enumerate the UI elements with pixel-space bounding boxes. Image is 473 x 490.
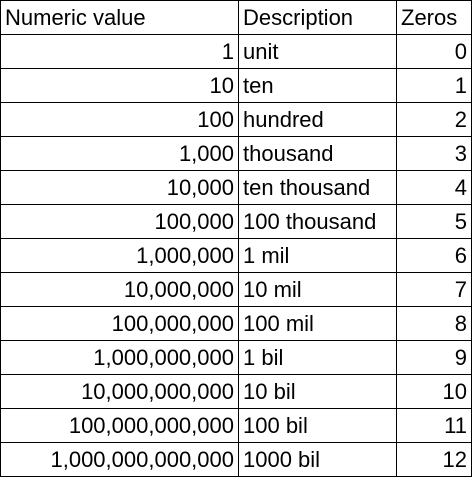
table-row: 100,000 100 thousand 5 — [0, 204, 472, 239]
table-row: 1,000,000 1 mil 6 — [0, 238, 472, 273]
table-row: 1,000,000,000,000 1000 bil 12 — [0, 442, 472, 477]
description-cell: hundred — [238, 102, 397, 137]
zeros-cell: 3 — [396, 136, 472, 171]
zeros-cell: 6 — [396, 238, 472, 273]
description-cell: 1 bil — [238, 340, 397, 375]
zeros-cell: 4 — [396, 170, 472, 205]
zeros-cell: 8 — [396, 306, 472, 341]
header-zeros: Zeros — [396, 0, 472, 35]
table-row: 100 hundred 2 — [0, 102, 472, 137]
numeric-value-cell: 1,000 — [0, 136, 239, 171]
numeric-value-cell: 10,000,000 — [0, 272, 239, 307]
table-row: 1 unit 0 — [0, 34, 472, 69]
description-cell: 1000 bil — [238, 442, 397, 477]
description-cell: 10 bil — [238, 374, 397, 409]
numeric-value-cell: 1,000,000,000,000 — [0, 442, 239, 477]
description-cell: 100 mil — [238, 306, 397, 341]
numeric-value-cell: 1 — [0, 34, 239, 69]
description-cell: 10 mil — [238, 272, 397, 307]
description-cell: thousand — [238, 136, 397, 171]
zeros-cell: 2 — [396, 102, 472, 137]
description-cell: ten — [238, 68, 397, 103]
numeric-value-cell: 100 — [0, 102, 239, 137]
numeric-value-cell: 1,000,000,000 — [0, 340, 239, 375]
zeros-cell: 9 — [396, 340, 472, 375]
table-row: 10,000 ten thousand 4 — [0, 170, 472, 205]
description-cell: 1 mil — [238, 238, 397, 273]
table-header: Numeric value Description Zeros — [0, 0, 472, 35]
description-cell: 100 bil — [238, 408, 397, 443]
table-row: 1,000,000,000 1 bil 9 — [0, 340, 472, 375]
description-cell: ten thousand — [238, 170, 397, 205]
table-row: 10,000,000 10 mil 7 — [0, 272, 472, 307]
zeros-cell: 7 — [396, 272, 472, 307]
description-cell: unit — [238, 34, 397, 69]
zeros-cell: 11 — [396, 408, 472, 443]
zeros-cell: 10 — [396, 374, 472, 409]
numeric-value-cell: 10,000,000,000 — [0, 374, 239, 409]
powers-of-ten-table: Numeric value Description Zeros 1 unit 0 10… — [0, 0, 472, 477]
table-row: 100,000,000,000 100 bil 11 — [0, 408, 472, 443]
numeric-value-cell: 100,000,000 — [0, 306, 239, 341]
numeric-value-cell: 10,000 — [0, 170, 239, 205]
numeric-value-cell: 10 — [0, 68, 239, 103]
numeric-value-cell: 100,000 — [0, 204, 239, 239]
numeric-value-cell: 1,000,000 — [0, 238, 239, 273]
zeros-cell: 12 — [396, 442, 472, 477]
table-body: 1 unit 0 10 ten 1 100 hundred 2 1,000 thousand 3 10,… — [0, 34, 472, 477]
table-row: 10,000,000,000 10 bil 10 — [0, 374, 472, 409]
zeros-cell: 1 — [396, 68, 472, 103]
header-description: Description — [238, 0, 397, 35]
zeros-cell: 5 — [396, 204, 472, 239]
table-row: 10 ten 1 — [0, 68, 472, 103]
numeric-value-cell: 100,000,000,000 — [0, 408, 239, 443]
table-row: 100,000,000 100 mil 8 — [0, 306, 472, 341]
header-numeric-value: Numeric value — [0, 0, 239, 35]
zeros-cell: 0 — [396, 34, 472, 69]
header-row: Numeric value Description Zeros — [0, 0, 472, 35]
table-row: 1,000 thousand 3 — [0, 136, 472, 171]
description-cell: 100 thousand — [238, 204, 397, 239]
